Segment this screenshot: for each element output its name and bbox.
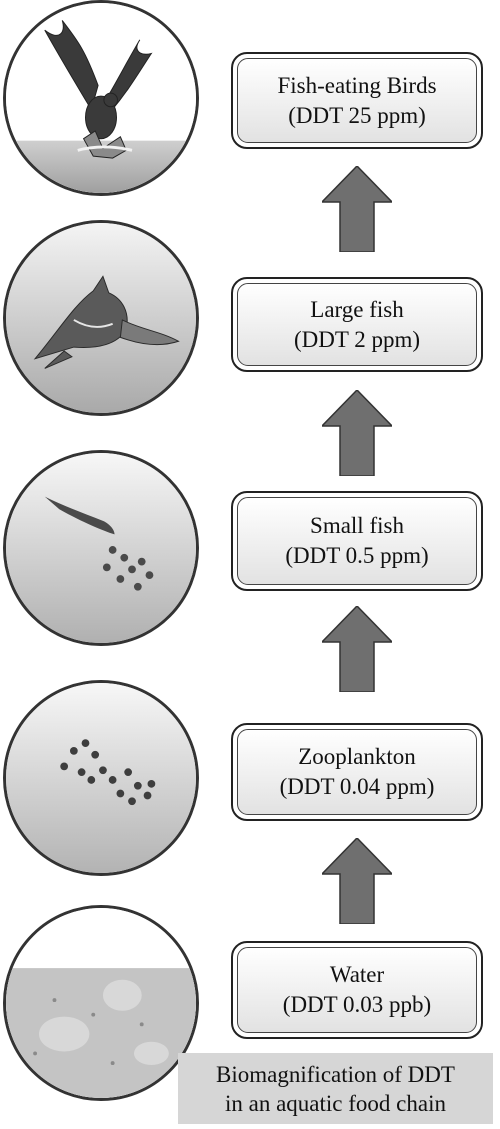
level-box-small-fish: Small fish (DDT 0.5 ppm) [231,491,483,591]
large-fish-circle [3,220,199,416]
level-ddt: (DDT 25 ppm) [288,102,426,128]
caption-line-1: Biomagnification of DDT [216,1061,455,1087]
osprey-icon [6,3,196,193]
level-ddt: (DDT 0.5 ppm) [285,543,429,568]
arrow-up-icon [322,606,392,692]
shark-icon [6,223,196,413]
level-ddt: (DDT 2 ppm) [293,326,421,352]
small-fish-circle [3,450,199,646]
level-ddt: (DDT 0.03 ppb) [282,992,432,1017]
level-name: Small fish [310,513,404,538]
level-name: Water [329,962,385,987]
level-box-water: Water (DDT 0.03 ppb) [231,941,483,1039]
birds-circle [3,0,199,196]
level-name: Zooplankton [298,744,416,769]
caption: Biomagnification of DDT in an aquatic fo… [178,1053,493,1124]
caption-line-2: in an aquatic food chain [225,1090,446,1116]
level-box-birds: Fish-eating Birds (DDT 25 ppm) [231,52,483,149]
small-fish-icon [6,453,196,643]
arrow-up-icon [322,166,392,252]
arrow-up-icon [322,390,392,476]
arrow-up-icon [322,838,392,924]
zooplankton-icon [6,683,196,873]
level-ddt: (DDT 0.04 ppm) [279,774,435,799]
level-name: Large fish [310,296,404,322]
level-box-large-fish: Large fish (DDT 2 ppm) [231,277,483,372]
water-circle [3,905,199,1101]
level-name: Fish-eating Birds [277,72,437,98]
level-box-zooplankton: Zooplankton (DDT 0.04 ppm) [231,723,483,821]
water-icon [6,908,196,1098]
zooplankton-circle [3,680,199,876]
